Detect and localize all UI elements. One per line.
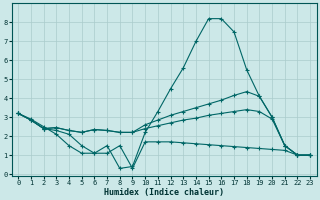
X-axis label: Humidex (Indice chaleur): Humidex (Indice chaleur) (104, 188, 224, 197)
